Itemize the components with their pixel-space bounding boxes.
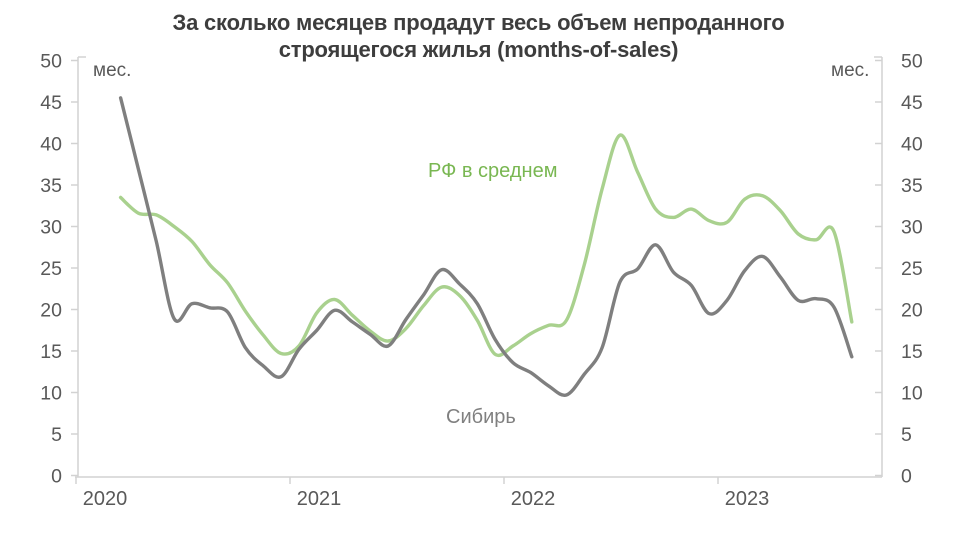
- y-tick-label-left: 10: [40, 383, 62, 405]
- y-tick-label-left: 25: [40, 258, 62, 280]
- chart-title-line1: За сколько месяцев продадут весь объем н…: [172, 10, 785, 35]
- x-tick-label-year: 2020: [83, 488, 128, 510]
- series-label-siberia: Сибирь: [446, 406, 516, 428]
- chart-title: За сколько месяцев продадут весь объем н…: [0, 9, 957, 63]
- y-tick-label-right: 5: [901, 424, 912, 446]
- y-tick-label-right: 30: [901, 217, 923, 239]
- series-lines-group: [118, 96, 854, 397]
- y-tick-label-left: 45: [40, 92, 62, 114]
- x-tick-label-year: 2022: [511, 488, 556, 510]
- y-tick-label-right: 35: [901, 175, 923, 197]
- y-tick-label-right: 0: [901, 466, 912, 488]
- y-axis-unit-right: мес.: [831, 60, 870, 81]
- x-tick-label-year: 2023: [725, 488, 770, 510]
- y-tick-label-left: 15: [40, 341, 62, 363]
- y-tick-label-right: 25: [901, 258, 923, 280]
- y-tick-label-right: 15: [901, 341, 923, 363]
- y-tick-label-left: 0: [51, 466, 62, 488]
- series-label-rf-average: РФ в среднем: [428, 160, 558, 182]
- y-tick-label-right: 10: [901, 383, 923, 405]
- y-tick-label-right: 45: [901, 92, 923, 114]
- series-line-siberia: [118, 96, 854, 397]
- y-tick-label-left: 40: [40, 134, 62, 156]
- y-tick-label-left: 30: [40, 217, 62, 239]
- y-tick-label-right: 20: [901, 300, 923, 322]
- y-tick-label-left: 5: [51, 424, 62, 446]
- series-line-rf-average: [118, 133, 854, 358]
- y-tick-label-left: 20: [40, 300, 62, 322]
- x-tick-label-year: 2021: [297, 488, 342, 510]
- axes-group: [71, 56, 883, 484]
- y-tick-label-right: 40: [901, 134, 923, 156]
- y-tick-label-left: 50: [40, 51, 62, 73]
- y-tick-label-right: 50: [901, 51, 923, 73]
- y-axis-unit-left: мес.: [93, 60, 132, 81]
- y-tick-label-left: 35: [40, 175, 62, 197]
- chart-title-line2: строящегося жилья (months-of-sales): [278, 37, 679, 62]
